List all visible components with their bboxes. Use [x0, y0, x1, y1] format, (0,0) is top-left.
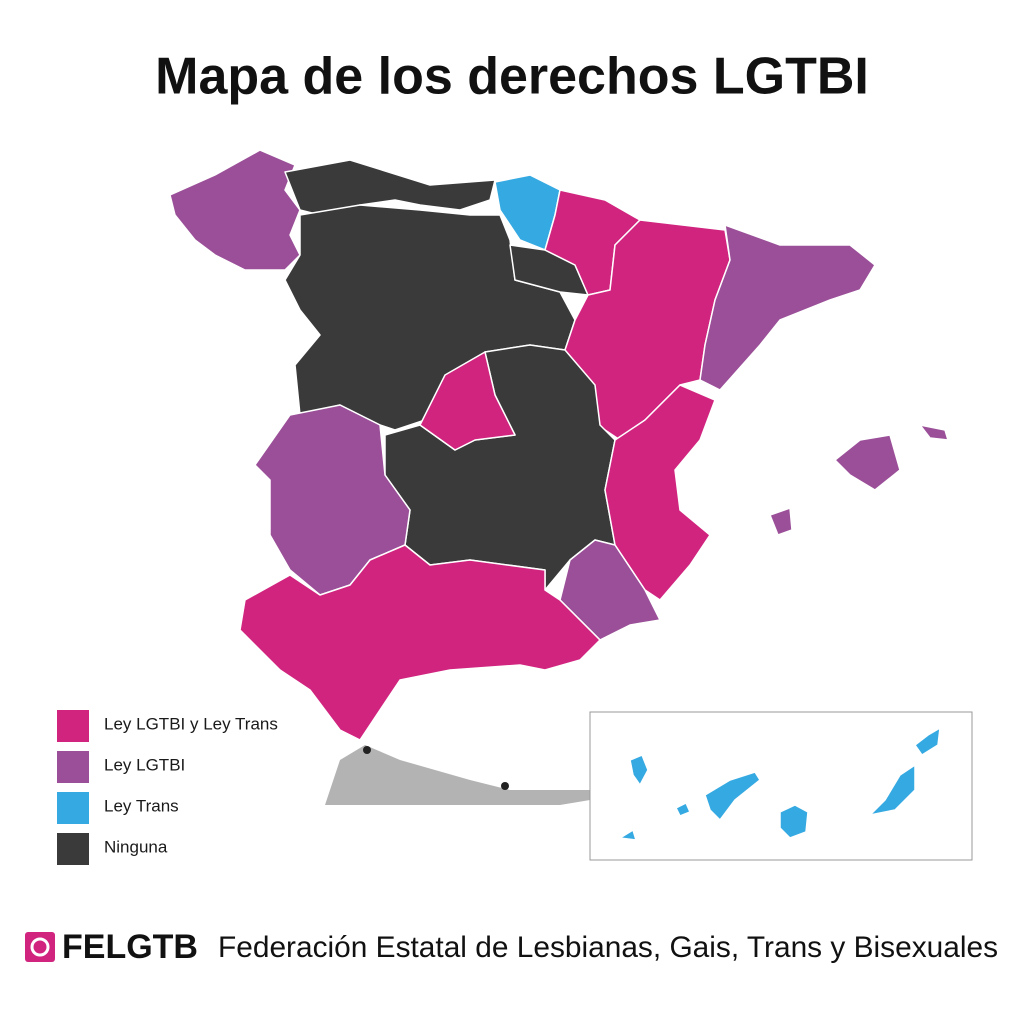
footer: FELGTB Federación Estatal de Lesbianas, …: [25, 928, 998, 966]
logo-icon-ring: [30, 937, 50, 957]
legend-swatch: [57, 751, 89, 783]
legend-label: Ley LGTBI y Ley Trans: [104, 714, 278, 733]
city-dot: [501, 782, 509, 790]
region: [619, 829, 637, 841]
region: [919, 424, 949, 441]
legend-swatch: [57, 833, 89, 865]
legend-label: Ninguna: [104, 837, 168, 856]
region: [834, 434, 901, 491]
logo-text: FELGTB: [62, 928, 198, 966]
canarias: [619, 727, 941, 841]
region: [604, 384, 716, 601]
region: [239, 544, 601, 741]
region: [769, 507, 793, 536]
africa: [325, 745, 590, 805]
logo-icon: [25, 932, 55, 962]
region: [559, 539, 661, 641]
region: [869, 764, 916, 816]
region: [914, 727, 941, 756]
legend-swatch: [57, 792, 89, 824]
legend-swatch: [57, 710, 89, 742]
footer-text: Federación Estatal de Lesbianas, Gais, T…: [218, 931, 998, 964]
region: [779, 804, 809, 839]
region: [699, 224, 876, 391]
region: [704, 771, 761, 821]
legend-label: Ley Trans: [104, 796, 179, 815]
region: [169, 149, 301, 271]
title: Mapa de los derechos LGTBI: [155, 48, 869, 106]
map: [169, 149, 973, 861]
legend: Ley LGTBI y Ley Trans Ley LGTBI Ley Trans N…: [57, 710, 278, 865]
legend-label: Ley LGTBI: [104, 755, 185, 774]
region: [629, 754, 649, 786]
city-dot: [363, 746, 371, 754]
region: [675, 802, 691, 817]
region: [419, 351, 516, 451]
